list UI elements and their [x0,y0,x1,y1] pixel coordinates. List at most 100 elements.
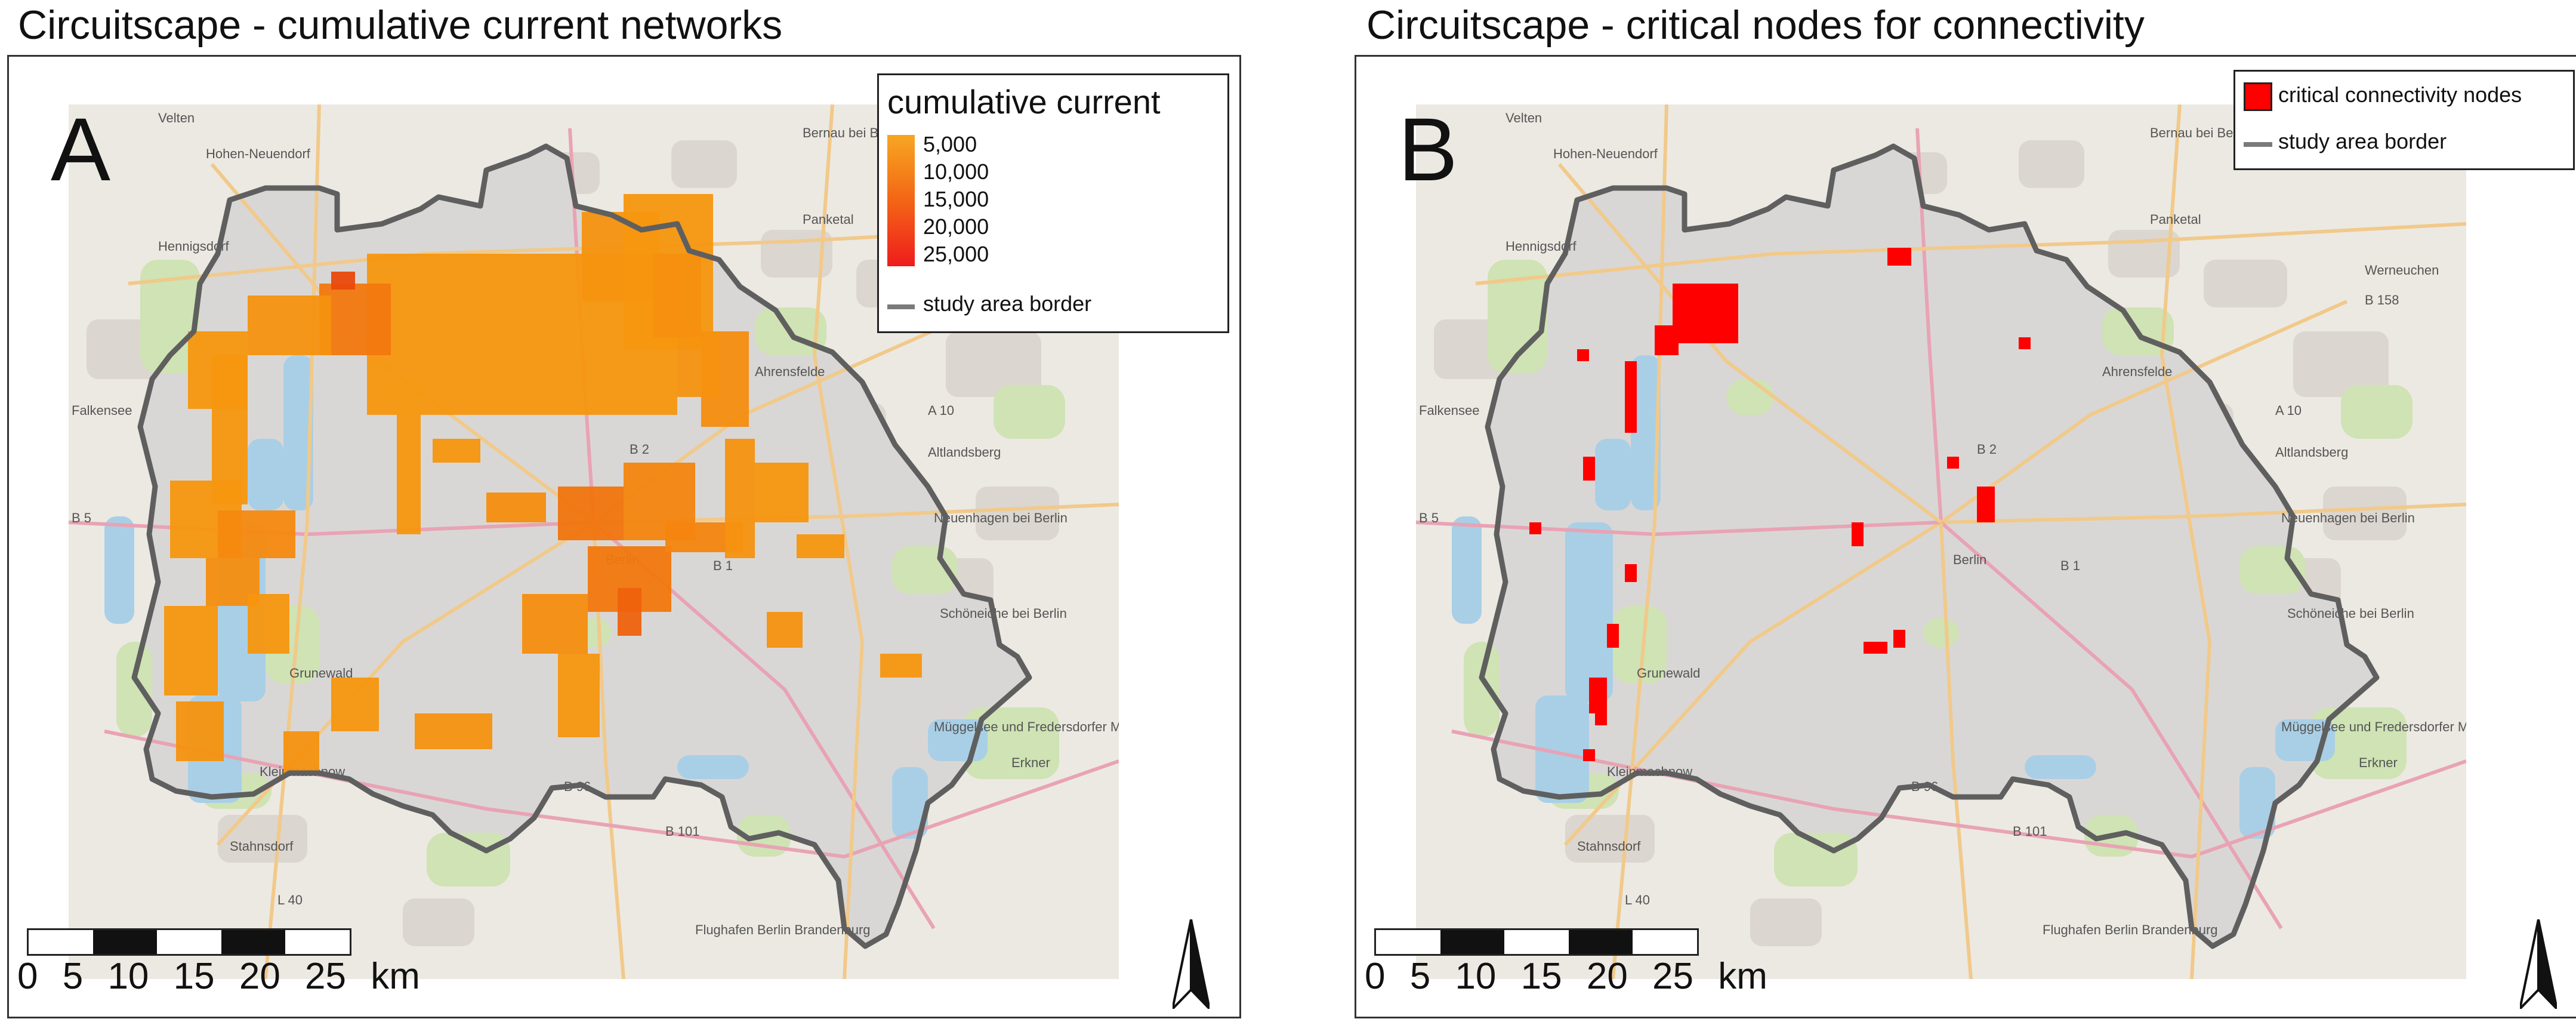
scale-label-20: 20 [1586,956,1628,997]
road-line [1451,729,2466,859]
current-cell [248,296,331,355]
water-body [1565,522,1613,701]
current-cell [618,588,641,636]
current-cell [755,463,809,522]
basemap-label: Ahrensfelde [755,364,825,379]
critical-node [2019,337,2031,349]
forest-area [1613,606,1667,684]
forest-area [964,707,1059,779]
town-area [403,898,474,946]
current-cell [797,534,844,558]
current-cell [558,654,600,737]
scale-label-10: 10 [1455,956,1497,997]
current-cell [767,612,803,648]
basemap-label: Falkensee [72,403,132,418]
forest-area [994,385,1065,439]
town-area [1565,815,1655,863]
panel-b-map[interactable]: Velten Hohen-Neuendorf Bernau bei Berlin Pa… [1416,104,2466,979]
scale-label-15: 15 [1520,956,1562,997]
water-body [1535,695,1589,803]
critical-node [1625,564,1637,582]
critical-node [1893,630,1905,648]
town-area [2323,487,2407,540]
town-area [1750,898,1822,946]
basemap-label: A 10 [2275,403,2302,418]
basemap-label: Panketal [2150,212,2201,227]
legend-border-line [887,304,915,309]
basemap-label: A 10 [928,403,954,418]
basemap-label: Velten [1506,110,1542,125]
current-cell [486,493,546,522]
water-body [2239,767,2275,839]
town-area [2019,140,2084,188]
forest-area [2311,707,2407,779]
basemap-label: Erkner [1011,755,1050,770]
critical-node [1655,325,1679,355]
basemap-label: B 2 [630,442,649,457]
scale-label-15: 15 [173,956,215,997]
current-cell [176,701,224,761]
critical-node [1607,624,1619,648]
scale-label-20: 20 [239,956,280,997]
north-arrow-icon [2520,919,2557,1009]
current-cell [331,272,355,290]
legend-entry-20000: 20,000 [923,214,989,239]
basemap-label: Neuenhagen bei Berlin [934,510,1068,525]
basemap-label: Stahnsdorf [1577,839,1641,854]
scale-label-5: 5 [62,956,84,997]
water-body [2025,755,2096,779]
road-line [1941,503,2466,524]
critical-node [1864,642,1887,654]
current-color-ramp [887,135,915,266]
basemap-label: B 1 [713,558,733,573]
basemap-label: Schöneiche bei Berlin [940,606,1067,621]
forest-area [140,260,200,373]
basemap-label: Schöneiche bei Berlin [2287,606,2414,621]
critical-node [1887,248,1911,266]
water-body [1452,516,1482,624]
basemap-label: Grunewald [1637,666,1700,681]
forest-area [1923,618,1959,648]
town-area [2293,331,2389,397]
water-body [283,355,313,510]
basemap-label: B 158 [2365,293,2399,307]
panel-b-frame: Velten Hohen-Neuendorf Bernau bei Berlin Pa… [1355,55,2576,1018]
critical-node [1583,749,1595,761]
panel-a-title: Circuitscape - cumulative current networ… [18,2,783,48]
road-line [2159,104,2212,979]
road-line [1557,163,1942,524]
basemap-label: Panketal [803,212,854,227]
basemap-label: B 2 [1977,442,1997,457]
town-area [976,487,1059,540]
basemap-label: Müggelsee und Fredersdorfer Mühlenfließ [934,719,1119,734]
town-area [218,815,307,863]
legend-border-line [2244,142,2272,147]
legend-entry-15000: 15,000 [923,187,989,211]
legend-entry-25000: 25,000 [923,242,989,266]
basemap-label: Altlandsberg [2275,445,2348,460]
current-cell [725,439,755,558]
water-body [677,755,749,779]
basemap-label: Stahnsdorf [230,839,294,854]
current-cell [212,355,248,504]
legend-entry-5000: 5,000 [923,132,977,156]
critical-node [1852,522,1864,546]
critical-node [1625,361,1637,433]
basemap-label: Neuenhagen bei Berlin [2281,510,2415,525]
current-cell [880,654,922,678]
basemap-label: Flughafen Berlin Brandenburg [695,922,871,937]
legend-critical-node-label: critical connectivity nodes [2278,82,2522,107]
panel-b-letter: B [1398,99,1458,199]
critical-node [1947,457,1959,469]
panel-b-title: Circuitscape - critical nodes for connec… [1366,2,2145,48]
scale-label-10: 10 [107,956,149,997]
road-line [264,104,321,979]
legend-entry-10000: 10,000 [923,159,989,184]
critical-node [1583,457,1595,481]
study-area-border [131,143,1032,949]
basemap-label: Werneuchen [2365,263,2439,278]
panel-a-legend: cumulative current 5,000 10,000 15,000 2… [877,73,1229,333]
current-cell [677,331,719,397]
basemap-label: Falkensee [1419,403,1480,418]
scale-label-25km: 25 km [305,956,420,997]
